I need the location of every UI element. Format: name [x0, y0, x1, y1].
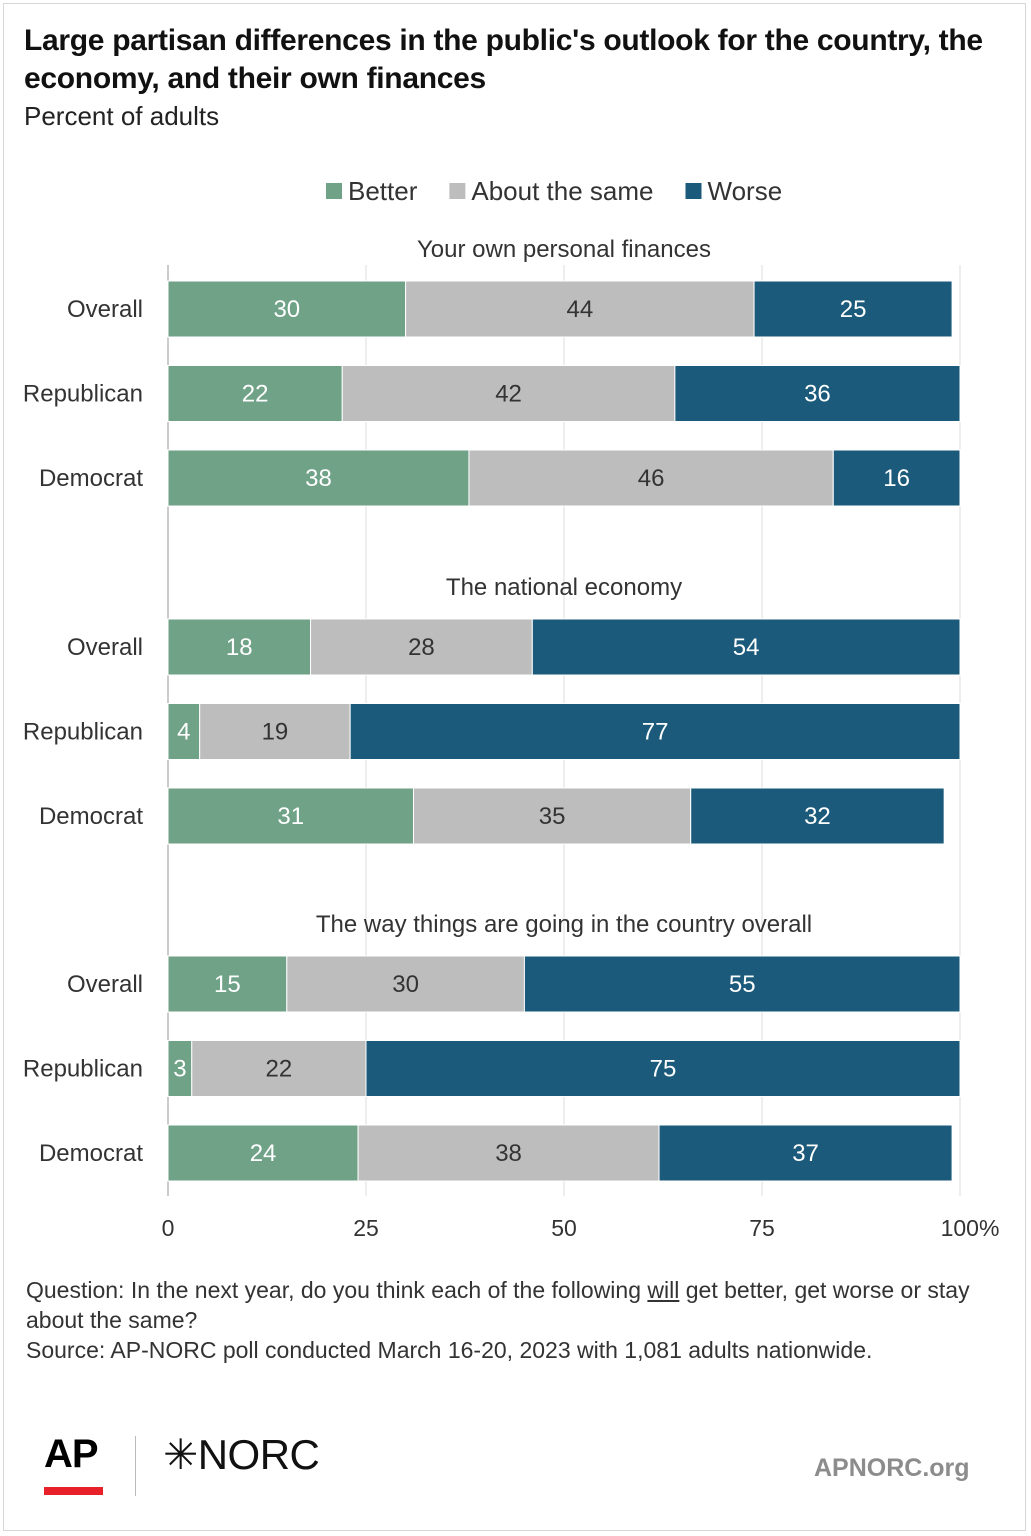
norc-logo: ✳NORC	[163, 1431, 320, 1478]
bar-value-label-0-0-0: 30	[273, 296, 300, 323]
legend-swatch-0	[326, 183, 342, 199]
source-note: Source: AP-NORC poll conducted March 16-…	[26, 1337, 873, 1363]
bar-value-label-0-2-1: 46	[638, 465, 665, 492]
bar-segment-1-0-1	[310, 618, 533, 676]
question-text-underlined: will	[647, 1277, 680, 1303]
bar-value-label-0-1-0: 22	[242, 381, 269, 408]
bar-segment-2-0-0	[167, 955, 288, 1013]
bar-value-label-1-0-0: 18	[226, 634, 253, 661]
bar-segment-2-0-1	[286, 955, 525, 1013]
bar-value-label-2-2-0: 24	[250, 1140, 277, 1167]
row-label-0-2: Democrat	[39, 465, 143, 492]
bar-value-label-0-2-0: 38	[305, 465, 332, 492]
bar-segment-0-2-2	[832, 449, 961, 507]
bar-segment-2-1-2	[365, 1040, 961, 1097]
row-label-1-2: Democrat	[39, 803, 143, 830]
bar-value-label-2-0-2: 55	[729, 971, 756, 998]
bar-segment-1-0-2	[531, 618, 961, 676]
question-text-before: Question: In the next year, do you think…	[26, 1277, 648, 1303]
bar-segment-1-1-1	[199, 703, 351, 760]
chart-title: Large partisan differences in the public…	[24, 24, 983, 95]
row-label-0-0: Overall	[67, 296, 143, 323]
bar-value-label-0-0-1: 44	[566, 296, 593, 323]
bar-segment-1-2-0	[167, 787, 415, 845]
bar-segment-0-1-2	[674, 365, 961, 422]
legend-label-2: Worse	[708, 176, 783, 206]
panel-title-2: The way things are going in the country …	[316, 911, 812, 938]
bar-segment-0-2-1	[468, 449, 834, 507]
bar-value-label-1-2-2: 32	[804, 803, 831, 830]
chart-subtitle: Percent of adults	[24, 101, 220, 131]
bar-value-label-1-1-1: 19	[262, 719, 289, 746]
bar-value-label-1-2-0: 31	[277, 803, 304, 830]
x-tick-label-3: 75	[749, 1215, 775, 1241]
site-link[interactable]: APNORC.org	[814, 1454, 970, 1482]
bar-segment-0-1-0	[167, 365, 343, 422]
row-label-2-0: Overall	[67, 971, 143, 998]
x-tick-label-2: 50	[551, 1215, 577, 1241]
x-tick-label-1: 25	[353, 1215, 379, 1241]
bar-segment-1-1-2	[349, 703, 961, 760]
panel-title-1: The national economy	[446, 574, 682, 601]
legend-label-0: Better	[348, 176, 418, 206]
row-label-1-0: Overall	[67, 634, 143, 661]
bar-value-label-2-2-1: 38	[495, 1140, 522, 1167]
stacked-bar-chart: 0 25 50 75 100% Better About the same Worse Your…	[23, 176, 1000, 1241]
bar-segment-1-2-2	[690, 787, 945, 845]
bar-value-label-2-1-2: 75	[650, 1056, 677, 1083]
bar-segment-2-2-0	[167, 1124, 359, 1182]
bar-segment-0-1-1	[341, 365, 676, 422]
bar-value-label-1-2-1: 35	[539, 803, 566, 830]
bar-segment-0-0-2	[753, 280, 953, 338]
bar-value-label-2-1-1: 22	[266, 1056, 293, 1083]
bar-segment-0-0-1	[405, 280, 755, 338]
legend-label-1: About the same	[471, 176, 653, 206]
legend-swatch-2	[685, 183, 702, 199]
bar-value-label-2-1-0: 3	[173, 1056, 186, 1083]
legend-swatch-1	[449, 183, 466, 199]
bar-segment-2-0-2	[523, 955, 961, 1013]
ap-logo-underline	[44, 1487, 103, 1495]
row-label-2-2: Democrat	[39, 1140, 143, 1167]
bar-value-label-2-0-0: 15	[214, 971, 241, 998]
panel-title-0: Your own personal finances	[417, 236, 711, 263]
bar-value-label-0-2-2: 16	[883, 465, 910, 492]
bar-value-label-1-0-1: 28	[408, 634, 435, 661]
bar-segment-1-0-0	[167, 618, 312, 676]
x-tick-label-0: 0	[162, 1215, 175, 1241]
bar-value-label-2-0-1: 30	[392, 971, 419, 998]
logo-divider	[135, 1436, 136, 1496]
bar-value-label-2-2-2: 37	[792, 1140, 819, 1167]
bar-value-label-0-1-1: 42	[495, 381, 522, 408]
bar-segment-2-2-2	[658, 1124, 953, 1182]
bar-segment-2-2-1	[357, 1124, 660, 1182]
row-label-0-1: Republican	[23, 381, 143, 408]
x-tick-label-4: 100%	[941, 1215, 1000, 1241]
bar-value-label-0-1-2: 36	[804, 381, 831, 408]
question-note: Question: In the next year, do you think…	[26, 1275, 1016, 1335]
chart-frame	[3, 3, 1026, 1531]
bar-segment-1-1-0	[167, 703, 201, 760]
question-text-after: get better, get worse or stay about the …	[26, 1277, 970, 1333]
row-label-1-1: Republican	[23, 719, 143, 746]
bar-segment-2-1-1	[191, 1040, 367, 1097]
bar-value-label-1-0-2: 54	[733, 634, 760, 661]
bar-value-label-1-1-0: 4	[177, 719, 190, 746]
row-label-2-1: Republican	[23, 1056, 143, 1083]
bar-value-label-1-1-2: 77	[642, 719, 669, 746]
ap-logo: AP	[44, 1432, 99, 1476]
bar-segment-1-2-1	[413, 787, 692, 845]
bar-segment-0-0-0	[167, 280, 407, 338]
bar-value-label-0-0-2: 25	[840, 296, 867, 323]
